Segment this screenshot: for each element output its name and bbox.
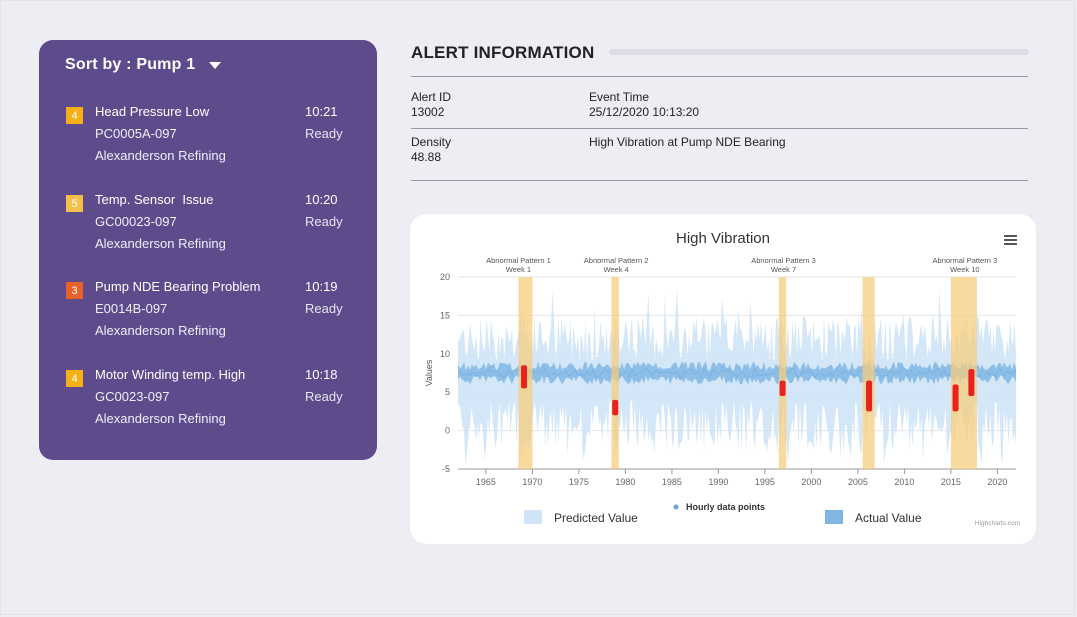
x-tick-label: 1995 [755, 477, 775, 487]
alert-id-label: Alert ID [411, 90, 452, 104]
anomaly-marker [866, 380, 873, 412]
alert-title: Pump NDE Bearing Problem [95, 279, 261, 294]
alert-list-panel: Sort by : Pump 1 4 Head Pressure Low PC0… [39, 40, 377, 460]
alert-time: 10:20 [305, 192, 338, 207]
alert-status: Ready [305, 214, 343, 229]
alert-company: Alexanderson Refining [95, 411, 226, 426]
alert-code: GC0023-097 [95, 389, 170, 404]
sort-label: Sort by : Pump 1 [65, 56, 196, 73]
x-tick-label: 1965 [476, 477, 496, 487]
alert-id-value: 13002 [411, 105, 445, 119]
alert-company: Alexanderson Refining [95, 236, 226, 251]
anomaly-marker [612, 399, 619, 416]
alert-item[interactable]: 4 Head Pressure Low PC0005A-097 Alexande… [66, 104, 346, 174]
alert-company: Alexanderson Refining [95, 148, 226, 163]
highlight-band [778, 277, 787, 469]
divider [411, 128, 1028, 129]
chart-card: High Vibration -5 0 5 10 15 20 Values 1965 1970 19… [410, 214, 1036, 544]
alert-code: E0014B-097 [95, 301, 168, 316]
alert-title: Head Pressure Low [95, 104, 210, 119]
annotation-label: Abnormal Pattern 3 [751, 256, 816, 265]
alert-time: 10:21 [305, 104, 338, 119]
y-axis-label: Values [424, 359, 434, 386]
x-tick-label: 2005 [848, 477, 868, 487]
sort-dropdown[interactable]: Sort by : Pump 1 [65, 56, 222, 74]
highlight-band [611, 277, 619, 469]
x-tick-label: 2015 [941, 477, 961, 487]
y-tick-label: -5 [442, 464, 450, 474]
actual-value-area [458, 361, 1016, 385]
event-time-label: Event Time [589, 90, 650, 104]
x-tick-label: 1990 [708, 477, 728, 487]
vibration-chart: High Vibration -5 0 5 10 15 20 Values 1965 1970 19… [424, 230, 1020, 527]
priority-badge: 5 [66, 195, 83, 212]
anomaly-marker [968, 369, 975, 397]
alert-code: PC0005A-097 [95, 126, 177, 141]
priority-badge: 4 [66, 107, 83, 124]
event-time-value: 25/12/2020 10:13:20 [589, 105, 700, 119]
x-tick-label: 2000 [801, 477, 821, 487]
x-tick-label: 1975 [569, 477, 589, 487]
anomaly-marker [521, 365, 528, 389]
y-tick-label: 0 [445, 426, 450, 436]
chart-title: High Vibration [676, 230, 770, 247]
y-tick-label: 15 [440, 310, 450, 320]
title-decoration-bar [609, 49, 1029, 55]
annotation-label: Abnormal Pattern 1 [486, 256, 551, 265]
alert-info-title: ALERT INFORMATION [411, 43, 595, 62]
x-tick-label: 1980 [615, 477, 635, 487]
alert-description: High Vibration at Pump NDE Bearing [589, 135, 786, 149]
highlight-band [862, 277, 875, 469]
annotation-label: Abnormal Pattern 3 [933, 256, 998, 265]
priority-badge: 4 [66, 370, 83, 387]
annotation-label: Abnormal Pattern 2 [584, 256, 649, 265]
y-tick-label: 10 [440, 349, 450, 359]
divider [411, 76, 1028, 77]
alert-title: Temp. Sensor Issue [95, 192, 214, 207]
chart-credit: Highcharts.com [975, 520, 1020, 527]
anomaly-marker [952, 384, 959, 412]
alert-time: 10:19 [305, 279, 338, 294]
alert-item[interactable]: 3 Pump NDE Bearing Problem E0014B-097 Al… [66, 279, 346, 349]
density-value: 48.88 [411, 150, 442, 164]
y-tick-label: 20 [440, 272, 450, 282]
alert-item[interactable]: 5 Temp. Sensor Issue GC00023-097 Alexand… [66, 192, 346, 262]
divider [411, 180, 1028, 181]
priority-badge: 3 [66, 282, 83, 299]
x-tick-label: 1970 [522, 477, 542, 487]
annotation-sublabel: Week 1 [506, 265, 531, 274]
alert-item[interactable]: 4 Motor Winding temp. High GC0023-097 Al… [66, 367, 346, 437]
x-tick-label: 2020 [987, 477, 1007, 487]
legend-marker-hourly [673, 504, 679, 510]
alert-time: 10:18 [305, 367, 338, 382]
legend-swatch-predicted [524, 510, 542, 524]
x-tick-label: 1985 [662, 477, 682, 487]
anomaly-marker [779, 380, 786, 397]
chevron-down-icon[interactable] [209, 61, 222, 69]
density-label: Density [411, 135, 452, 149]
y-tick-label: 5 [445, 387, 450, 397]
legend-label-actual: Actual Value [855, 511, 922, 525]
alert-status: Ready [305, 126, 343, 141]
hourly-data-line [457, 367, 1017, 379]
hamburger-menu-icon[interactable] [1004, 235, 1017, 245]
annotation-sublabel: Week 7 [771, 265, 796, 274]
legend-label-hourly: Hourly data points [686, 502, 765, 512]
legend-swatch-actual [825, 510, 843, 524]
alert-status: Ready [305, 301, 343, 316]
alert-title: Motor Winding temp. High [95, 367, 246, 382]
alert-code: GC00023-097 [95, 214, 177, 229]
alert-company: Alexanderson Refining [95, 323, 226, 338]
annotation-sublabel: Week 10 [950, 265, 979, 274]
alert-status: Ready [305, 389, 343, 404]
x-tick-label: 2010 [894, 477, 914, 487]
legend-label-predicted: Predicted Value [554, 511, 638, 525]
annotation-sublabel: Week 4 [603, 265, 628, 274]
